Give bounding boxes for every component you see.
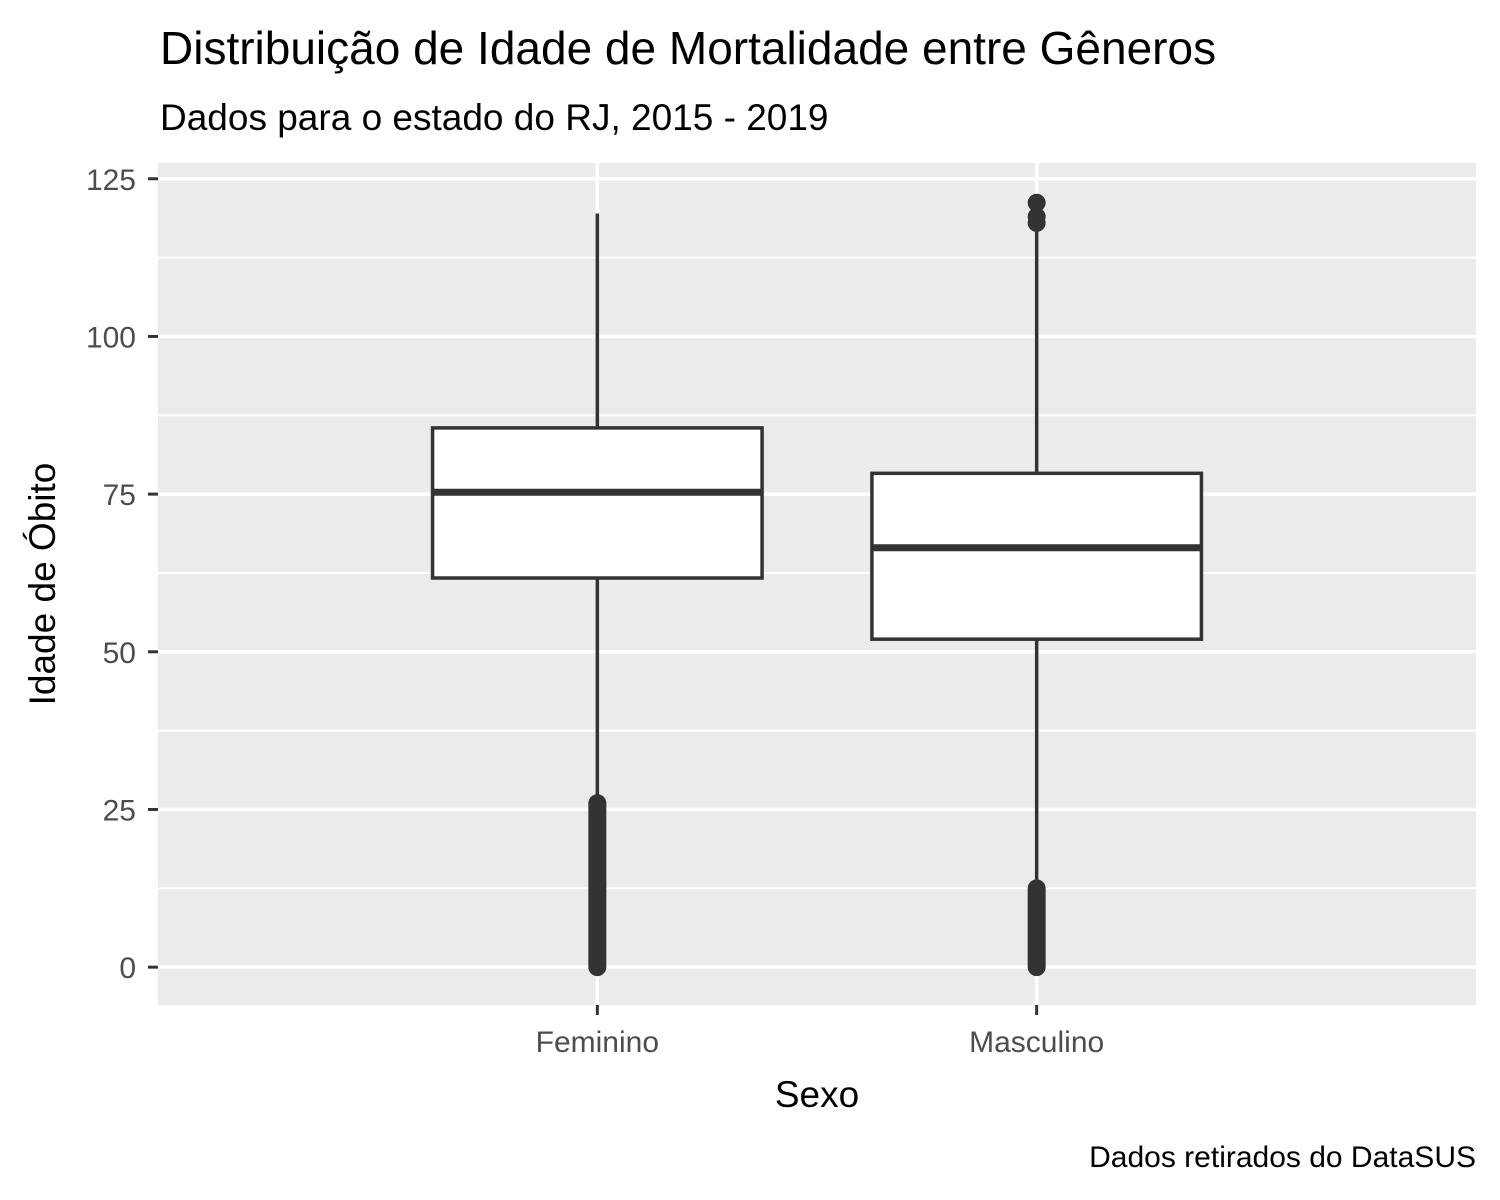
y-tick-label: 50 — [103, 637, 136, 670]
iqr-box — [430, 426, 764, 580]
boxes — [430, 193, 1204, 977]
outlier-point — [1027, 193, 1046, 212]
box-feminino — [430, 213, 764, 977]
chart-caption: Dados retirados do DataSUS — [1089, 1141, 1476, 1174]
outlier-point — [1027, 207, 1046, 226]
axes: 0 25 50 75 100 125 Feminino Masculino — [86, 164, 1104, 1059]
iqr-box — [870, 471, 1204, 641]
y-tick-label: 75 — [103, 479, 136, 512]
y-tick-label: 100 — [86, 321, 136, 354]
y-axis-label: Idade de Óbito — [22, 463, 63, 706]
x-axis-label: Sexo — [775, 1074, 859, 1115]
plot-panel — [158, 163, 1476, 1005]
y-tick-label: 0 — [119, 952, 136, 985]
x-tick-label: Masculino — [969, 1026, 1104, 1059]
y-tick-label: 125 — [86, 164, 136, 197]
box-masculino — [870, 193, 1204, 977]
chart-subtitle: Dados para o estado do RJ, 2015 - 2019 — [160, 97, 829, 138]
chart-title: Distribuição de Idade de Mortalidade ent… — [160, 22, 1216, 74]
y-tick-label: 25 — [103, 794, 136, 827]
x-tick-label: Feminino — [536, 1026, 659, 1059]
